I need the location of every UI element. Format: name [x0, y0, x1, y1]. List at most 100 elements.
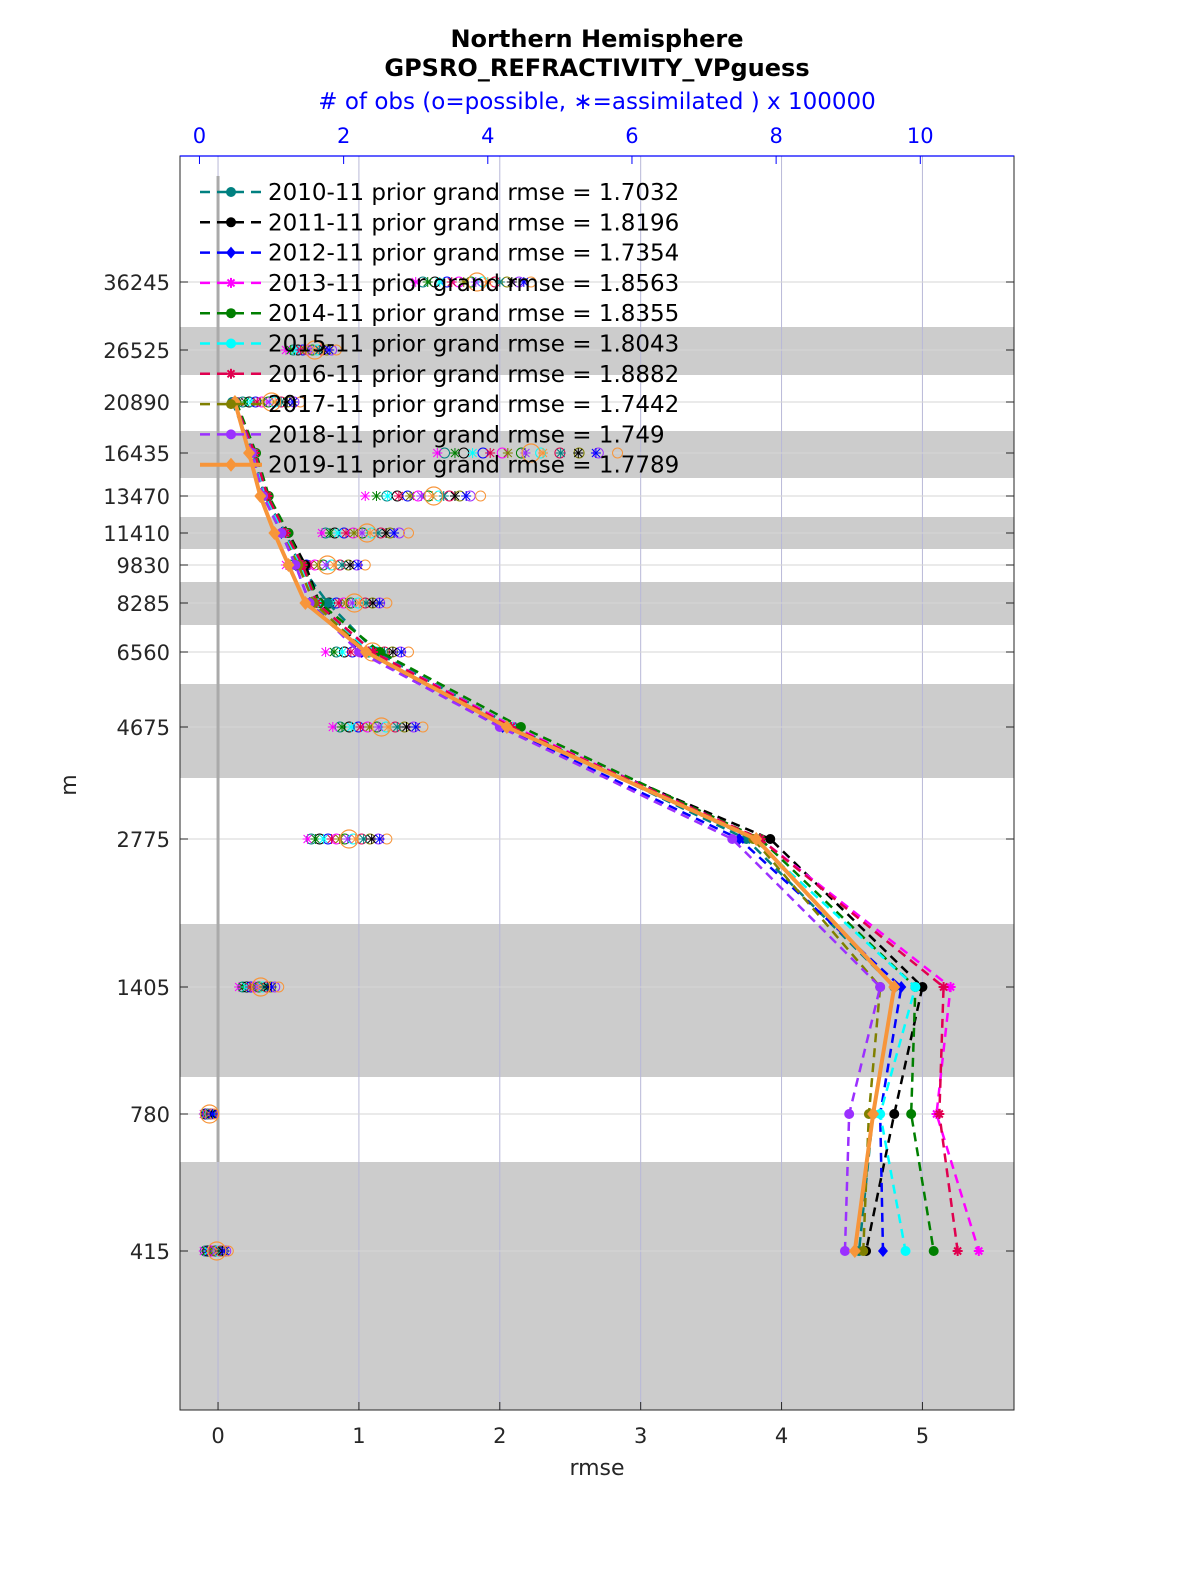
- obs-star-stroke: [327, 834, 336, 844]
- obs-star-stroke: [439, 491, 449, 501]
- obs-star-stroke: [381, 528, 391, 538]
- data-point: [875, 1109, 886, 1119]
- obs-star-stroke: [367, 834, 377, 844]
- obs-star-stroke: [311, 834, 320, 844]
- obs-assimilated-marker: [410, 277, 421, 287]
- data-point: [226, 399, 236, 410]
- series-line: [233, 401, 897, 1252]
- obs-star-stroke: [345, 560, 355, 570]
- obs-assimilated-marker: [353, 560, 364, 570]
- y-tick-label: 9830: [117, 554, 170, 578]
- y-tick-label: 20890: [103, 391, 170, 415]
- top-tick-label: 10: [907, 124, 934, 148]
- obs-assimilated-marker: [410, 722, 421, 732]
- y-axis-label: m: [57, 774, 82, 795]
- obs-assimilated-marker: [449, 491, 460, 501]
- obs-star-stroke: [432, 448, 442, 458]
- data-point-stroke: [946, 982, 955, 992]
- obs-assimilated-marker: [396, 647, 407, 657]
- data-point: [888, 980, 901, 994]
- obs-current-marker: [339, 829, 359, 849]
- data-point: [750, 832, 763, 846]
- obs-star-stroke: [428, 491, 437, 501]
- data-point: [226, 246, 236, 259]
- obs-assimilated-marker: [446, 277, 457, 287]
- data-point-stroke: [953, 1246, 962, 1256]
- obs-star-stroke: [303, 834, 312, 844]
- obs-possible-marker: [475, 490, 487, 502]
- obs-current-marker: [371, 717, 392, 737]
- obs-possible-marker: [612, 447, 624, 459]
- data-point: [226, 217, 236, 228]
- obs-assimilated-marker: [337, 722, 348, 732]
- obs-star-stroke: [319, 834, 328, 844]
- obs-assimilated-marker: [266, 982, 277, 992]
- data-point: [243, 446, 256, 460]
- series-8: [229, 397, 886, 1256]
- series-line: [233, 401, 917, 1252]
- legend-entry: 2012-11 prior grand rmse = 1.7354: [200, 241, 679, 267]
- obs-star-stroke: [411, 722, 421, 732]
- obs-star-stroke: [220, 1246, 230, 1256]
- data-point: [844, 1109, 855, 1119]
- obs-star-stroke: [388, 647, 398, 657]
- obs-assimilated-marker: [393, 491, 404, 501]
- obs-star-stroke: [349, 528, 359, 538]
- data-point: [910, 982, 921, 992]
- obs-star-stroke: [450, 491, 460, 501]
- obs-star-stroke: [573, 448, 583, 458]
- legend-entry: 2010-11 prior grand rmse = 1.7032: [200, 180, 679, 206]
- obs-star-stroke: [329, 647, 339, 657]
- legend-label: 2013-11 prior grand rmse = 1.8563: [268, 271, 679, 297]
- obs-current-marker: [424, 486, 444, 506]
- obs-assimilated-marker: [374, 598, 385, 608]
- y-tick-label: 2775: [117, 828, 170, 852]
- obs-current-marker: [344, 593, 365, 613]
- x-tick-label: 0: [211, 1424, 224, 1448]
- obs-star-stroke: [402, 722, 411, 732]
- obs-star-stroke: [394, 491, 404, 501]
- obs-current-marker: [357, 523, 377, 543]
- data-point: [226, 308, 236, 319]
- y-tick-label: 13470: [103, 485, 170, 509]
- obs-star-stroke: [351, 834, 360, 844]
- series-line: [233, 401, 959, 1252]
- data-point-stroke: [935, 1109, 944, 1119]
- obs-assimilated-marker: [389, 528, 400, 538]
- obs-star-stroke: [383, 722, 393, 732]
- obs-possible-marker: [403, 527, 415, 539]
- x-tick-label: 2: [493, 1424, 506, 1448]
- obs-assimilated-marker: [360, 491, 371, 501]
- legend-entry: 2013-11 prior grand rmse = 1.8563: [200, 271, 679, 297]
- data-point: [938, 982, 949, 992]
- obs-star-stroke: [356, 722, 365, 732]
- data-point: [839, 1246, 850, 1256]
- legend-label: 2015-11 prior grand rmse = 1.8043: [268, 332, 679, 358]
- obs-current-marker: [199, 1104, 220, 1124]
- data-point: [276, 528, 287, 538]
- obs-star-stroke: [368, 598, 378, 608]
- data-point: [322, 598, 333, 608]
- obs-star-stroke: [324, 345, 334, 355]
- obs-assimilated-marker: [392, 722, 403, 732]
- obs-star-stroke: [411, 277, 421, 287]
- obs-star-stroke: [341, 528, 351, 538]
- y-tick-label: 4675: [117, 716, 170, 740]
- data-point: [934, 1109, 945, 1119]
- top-axis-title: # of obs (o=possible, ∗=assimilated ) x …: [318, 89, 876, 115]
- legend-entry: 2018-11 prior grand rmse = 1.749: [200, 422, 665, 448]
- y-tick-label: 6560: [117, 641, 170, 665]
- legend-entry: 2019-11 prior grand rmse = 1.7789: [200, 453, 679, 479]
- obs-star-stroke: [317, 528, 327, 538]
- data-point: [282, 558, 295, 572]
- y-tick-label: 1405: [117, 976, 170, 1000]
- obs-star-stroke: [495, 277, 505, 287]
- legend: 2010-11 prior grand rmse = 1.7032 2011-11…: [200, 180, 679, 479]
- y-tick-label: 415: [130, 1240, 170, 1264]
- data-point: [226, 429, 236, 440]
- obs-star-stroke: [288, 397, 298, 407]
- obs-assimilated-marker: [494, 277, 505, 287]
- y-tick-label: 780: [130, 1103, 170, 1127]
- data-point-stroke: [939, 982, 948, 992]
